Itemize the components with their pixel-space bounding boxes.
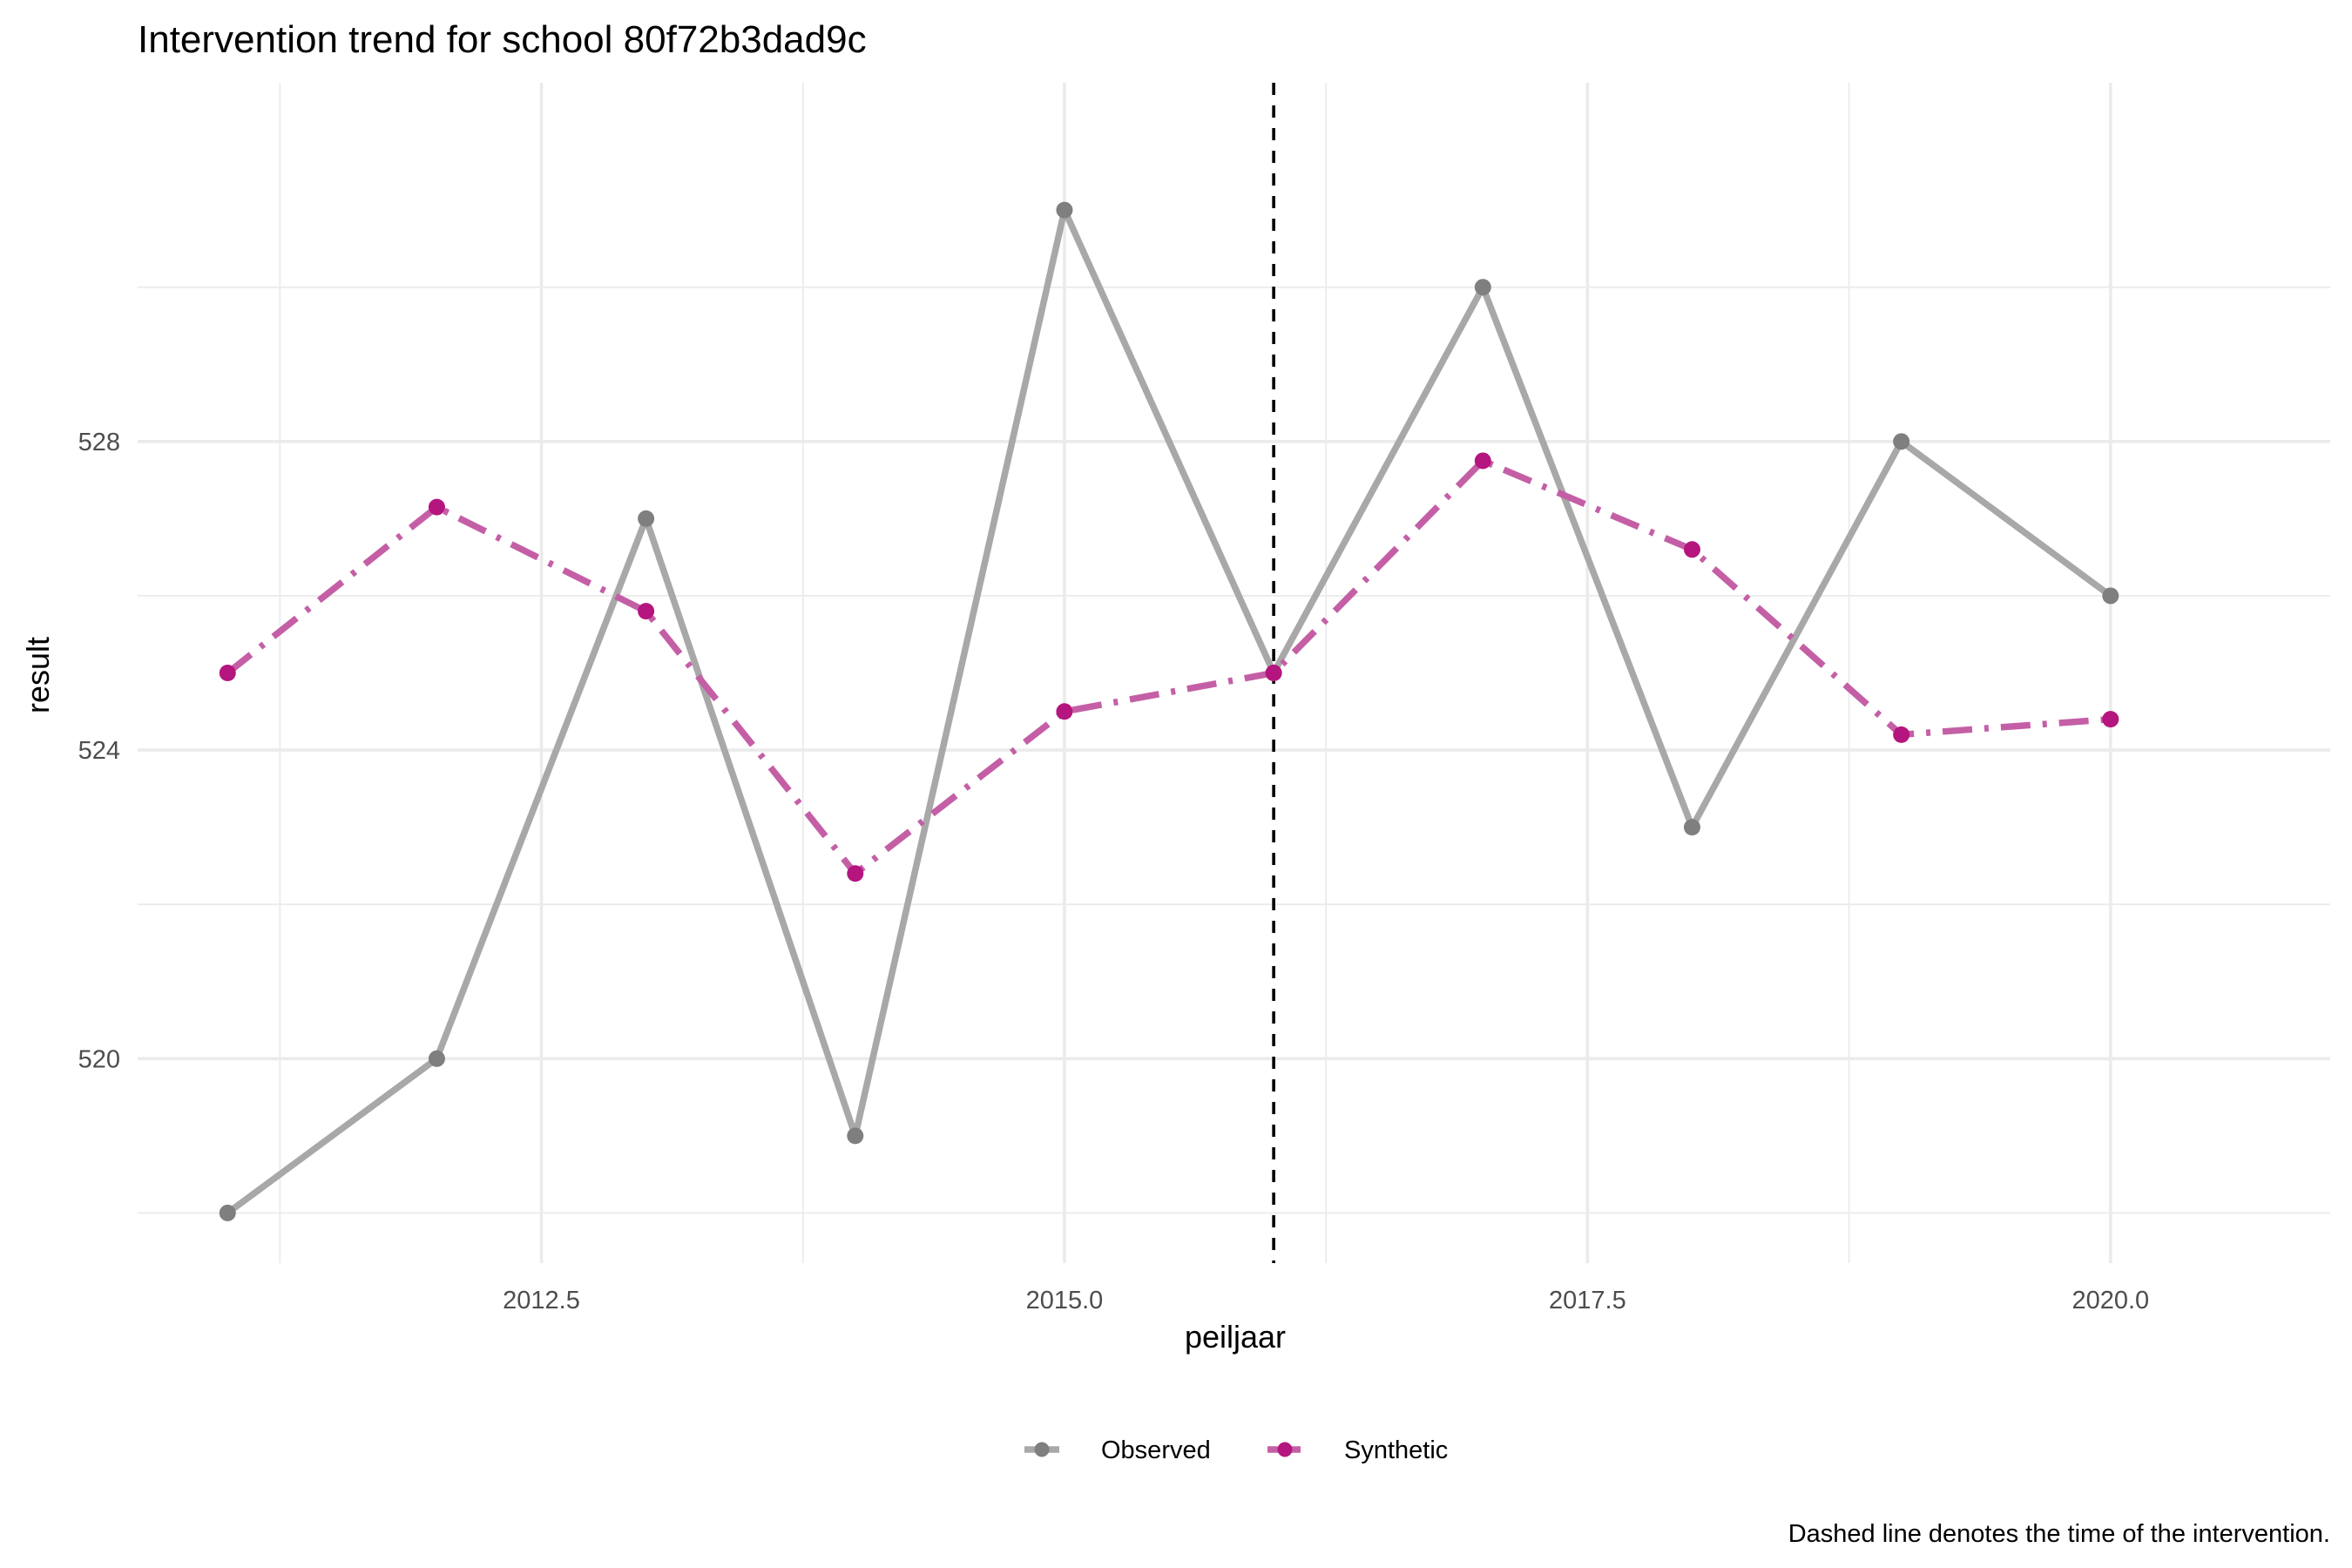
observed-series-line: [226, 206, 2113, 1216]
grid-major: [138, 83, 2330, 1263]
x-axis-label: peiljaar: [1185, 1319, 1286, 1355]
observed-point: [2102, 587, 2119, 605]
y-axis-ticks: 520 524 528: [78, 429, 120, 1073]
x-tick-label: 2012.5: [503, 1287, 580, 1315]
observed-point: [847, 1127, 864, 1145]
synthetic-point: [2102, 711, 2119, 728]
synthetic-legend-key-point: [1277, 1442, 1293, 1457]
observed-point: [1056, 201, 1073, 219]
grid-minor: [138, 83, 2330, 1263]
synthetic-point: [638, 603, 655, 620]
observed-point: [638, 510, 655, 527]
synthetic-point: [219, 665, 236, 681]
synthetic-point: [428, 498, 445, 516]
synthetic-point: [1056, 703, 1073, 720]
synthetic-point: [1265, 665, 1282, 681]
y-tick-label: 524: [78, 737, 120, 765]
observed-point: [1893, 433, 1910, 450]
chart-caption: Dashed line denotes the time of the inte…: [1788, 1520, 2330, 1548]
chart-title: Intervention trend for school 80f72b3dad…: [138, 18, 867, 61]
synthetic-point: [1474, 452, 1491, 470]
x-tick-label: 2017.5: [1549, 1287, 1626, 1315]
y-tick-label: 520: [78, 1045, 120, 1073]
observed-point: [428, 1050, 445, 1067]
synthetic-point: [1683, 541, 1700, 558]
series-layer: [219, 201, 2119, 1221]
synthetic-point: [847, 865, 864, 882]
observed-point: [1683, 819, 1700, 836]
synthetic-point: [1893, 726, 1910, 743]
observed-legend-label: Observed: [1101, 1436, 1211, 1464]
synthetic-legend-label: Synthetic: [1344, 1436, 1448, 1464]
x-tick-label: 2020.0: [2072, 1287, 2149, 1315]
y-tick-label: 528: [78, 429, 120, 456]
x-axis-ticks: 2012.5 2015.0 2017.5 2020.0: [503, 1287, 2149, 1315]
observed-point: [1474, 279, 1491, 296]
observed-legend-key-point: [1034, 1442, 1050, 1457]
observed-point: [219, 1204, 236, 1221]
x-tick-label: 2015.0: [1026, 1287, 1104, 1315]
y-axis-label: result: [20, 637, 56, 713]
legend: Observed Synthetic: [1024, 1436, 1448, 1464]
synthetic-series-line: [225, 457, 2112, 877]
